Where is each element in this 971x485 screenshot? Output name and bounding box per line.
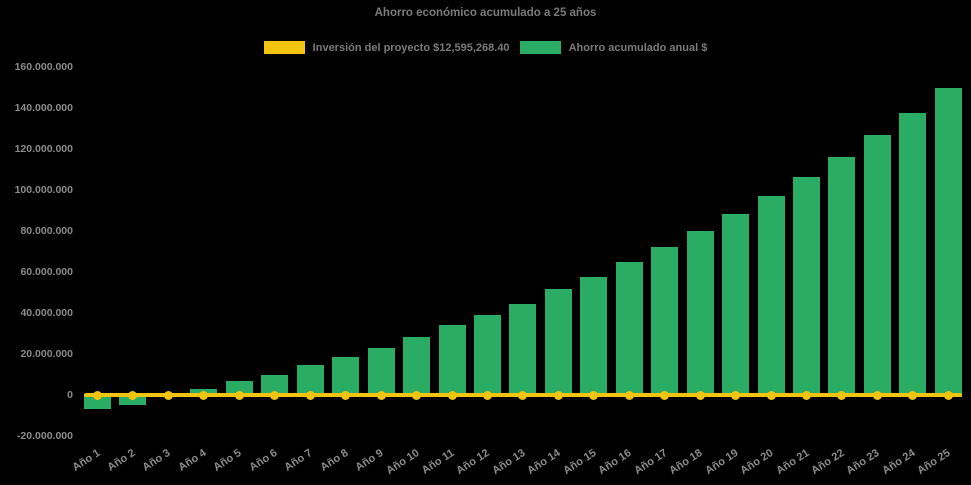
y-tick-label: 40.000.000 (20, 307, 73, 319)
chart-legend: Inversión del proyecto $12,595,268.40 Ah… (0, 41, 971, 54)
x-tick-label: Año 8 (318, 447, 351, 474)
investment-legend-label: Inversión del proyecto $12,595,268.40 (312, 41, 510, 54)
investment-line-marker (837, 390, 847, 400)
investment-line-marker (553, 390, 563, 400)
x-tick-label: Año 24 (880, 447, 918, 478)
savings-bar (863, 135, 891, 397)
x-tick-label: Año 10 (383, 447, 422, 478)
investment-line-marker (482, 390, 492, 400)
investment-line-marker (695, 390, 705, 400)
y-tick-label: 100.000.000 (14, 184, 73, 196)
investment-line-marker (518, 390, 528, 400)
x-tick-label: Año 11 (419, 447, 457, 477)
investment-line-marker (412, 390, 422, 400)
investment-line-marker (234, 390, 244, 400)
x-tick-label: Año 5 (211, 447, 244, 474)
y-tick-label: 20.000.000 (20, 348, 73, 360)
y-tick-label: -20.000.000 (16, 430, 73, 442)
investment-line-marker (660, 390, 670, 400)
investment-line-marker (908, 390, 918, 400)
savings-bar (899, 113, 927, 397)
investment-line-marker (270, 390, 280, 400)
savings-bar (828, 157, 856, 397)
x-tick-label: Año 2 (105, 447, 138, 474)
legend-item-investment: Inversión del proyecto $12,595,268.40 (263, 41, 510, 54)
savings-bar (544, 289, 572, 397)
x-tick-label: Año 14 (525, 447, 563, 478)
savings-bar (509, 303, 537, 397)
x-tick-label: Año 21 (773, 447, 812, 478)
x-tick-label: Año 6 (247, 447, 280, 474)
y-tick-label: 80.000.000 (20, 225, 73, 237)
y-tick-label: 120.000.000 (14, 143, 73, 155)
savings-bar (438, 325, 466, 397)
savings-bar (722, 214, 750, 397)
x-tick-label: Año 22 (809, 447, 847, 478)
x-tick-label: Año 20 (738, 447, 776, 478)
x-tick-label: Año 7 (282, 447, 315, 474)
investment-line-marker (731, 390, 741, 400)
x-tick-label: Año 4 (176, 447, 209, 474)
investment-line-marker (199, 390, 209, 400)
investment-line-marker (802, 390, 811, 400)
x-tick-label: Año 18 (667, 447, 705, 478)
chart-title: Ahorro económico acumulado a 25 años (374, 7, 597, 19)
investment-line-marker (447, 390, 457, 400)
y-tick-label: 160.000.000 (14, 61, 73, 73)
y-tick-label: 0 (67, 389, 73, 401)
x-tick-label: Año 12 (454, 447, 492, 478)
investment-line-marker (872, 390, 882, 400)
savings-legend-label: Ahorro acumulado anual $ (568, 41, 708, 54)
savings-bar (367, 347, 395, 397)
investment-legend-swatch (263, 41, 305, 54)
x-tick-label: Año 17 (631, 447, 670, 478)
investment-line-marker (93, 390, 102, 400)
investment-line-marker (589, 390, 599, 400)
savings-bar (580, 277, 608, 397)
x-tick-label: Año 9 (353, 447, 386, 474)
savings-bar (934, 88, 962, 397)
investment-line-marker (163, 390, 173, 400)
savings-bar (615, 261, 643, 397)
savings-bar (403, 336, 431, 397)
investment-line-marker (624, 390, 634, 400)
x-tick-label: Año 3 (140, 447, 173, 474)
investment-line-marker (305, 390, 315, 400)
x-tick-label: Año 25 (915, 447, 953, 478)
x-tick-label: Año 23 (844, 447, 882, 478)
x-tick-label: Año 19 (702, 447, 741, 478)
investment-line-marker (943, 390, 953, 400)
x-tick-label: Año 15 (561, 447, 599, 478)
investment-line-marker (128, 390, 138, 400)
x-tick-label: Año 16 (596, 447, 634, 478)
savings-legend-swatch (519, 41, 561, 54)
savings-bar (651, 246, 679, 397)
savings-bar (757, 196, 785, 397)
legend-item-savings: Ahorro acumulado anual $ (519, 41, 708, 54)
investment-line-marker (766, 390, 776, 400)
investment-line-marker (341, 390, 351, 400)
y-tick-label: 60.000.000 (20, 266, 73, 278)
investment-line-marker (376, 390, 386, 400)
x-tick-label: Año 13 (490, 447, 528, 478)
x-tick-label: Año 1 (69, 447, 103, 474)
savings-bar (84, 395, 111, 410)
savings-bar (686, 231, 714, 397)
y-tick-label: 140.000.000 (14, 102, 73, 114)
savings-bar (119, 395, 147, 405)
savings-bar (332, 356, 360, 397)
savings-bar (261, 374, 289, 397)
savings-bar (793, 177, 820, 397)
savings-bar (473, 315, 501, 397)
